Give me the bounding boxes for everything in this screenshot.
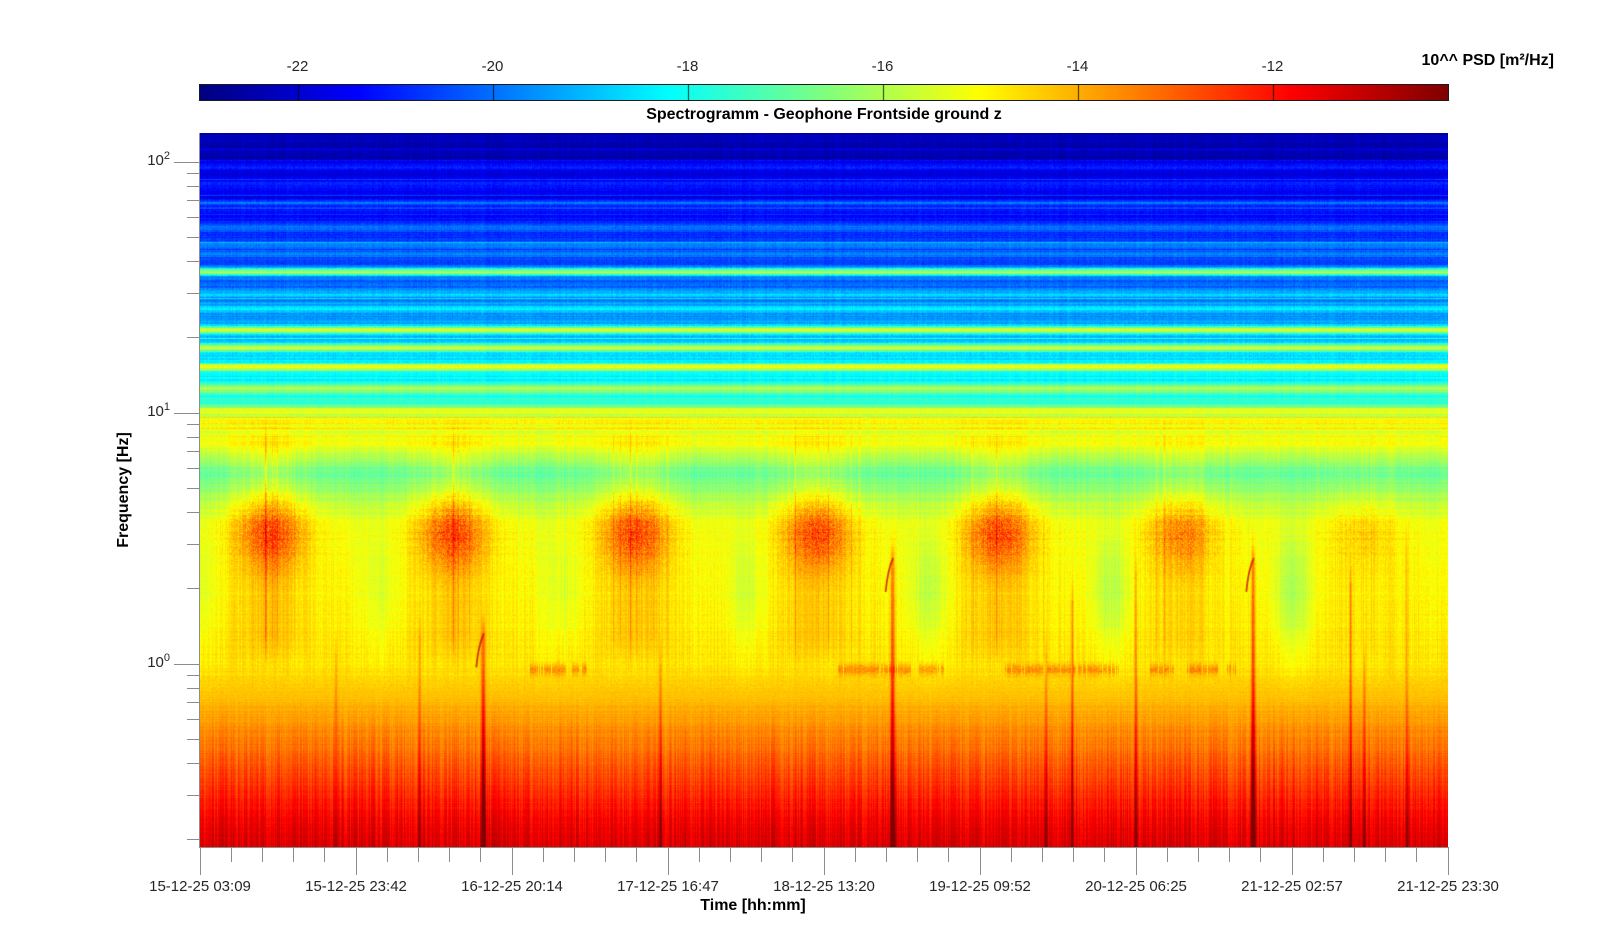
x-minor-tick (1104, 847, 1106, 862)
colorbar-tick-label: -20 (481, 58, 504, 75)
x-minor-tick (698, 847, 700, 862)
y-minor-tick (187, 512, 200, 514)
colorbar-tick-label: -14 (1066, 58, 1089, 75)
x-major-tick (355, 847, 357, 875)
x-minor-tick (1229, 847, 1231, 862)
x-minor-tick (636, 847, 638, 862)
x-tick-label: 19-12-25 09:52 (929, 878, 1031, 895)
x-minor-tick (854, 847, 856, 862)
x-major-tick (667, 847, 669, 875)
x-minor-tick (1197, 847, 1199, 862)
x-major-tick (199, 847, 201, 875)
y-major-tick (174, 161, 200, 163)
x-major-tick (979, 847, 981, 875)
y-minor-tick (187, 185, 200, 187)
y-minor-tick (187, 687, 200, 689)
x-tick-label: 17-12-25 16:47 (617, 878, 719, 895)
x-minor-tick (230, 847, 232, 862)
y-minor-tick (187, 739, 200, 741)
y-axis-line (199, 133, 200, 847)
x-tick-label: 20-12-25 06:25 (1085, 878, 1187, 895)
x-minor-tick (948, 847, 950, 862)
colorbar-tick-label: -22 (286, 58, 309, 75)
y-minor-tick (187, 488, 200, 490)
x-minor-tick (729, 847, 731, 862)
x-tick-label: 21-12-25 23:30 (1397, 878, 1499, 895)
x-minor-tick (1416, 847, 1418, 862)
colorbar-title: 10^^ PSD [m²/Hz] (1421, 52, 1554, 69)
y-tick-label: 102 (147, 150, 170, 169)
x-tick-label: 15-12-25 03:09 (149, 878, 251, 895)
x-minor-tick (917, 847, 919, 862)
y-minor-tick (187, 587, 200, 589)
x-minor-tick (417, 847, 419, 862)
y-minor-tick (187, 261, 200, 263)
x-minor-tick (386, 847, 388, 862)
x-major-tick (1291, 847, 1293, 875)
x-tick-label: 15-12-25 23:42 (305, 878, 407, 895)
y-minor-tick (187, 436, 200, 438)
x-minor-tick (1041, 847, 1043, 862)
y-minor-tick (187, 217, 200, 219)
x-minor-tick (1010, 847, 1012, 862)
y-minor-tick (187, 674, 200, 676)
x-minor-tick (1166, 847, 1168, 862)
y-tick-label: 100 (147, 652, 170, 671)
y-minor-tick (187, 172, 200, 174)
x-minor-tick (885, 847, 887, 862)
x-minor-tick (324, 847, 326, 862)
x-minor-tick (1385, 847, 1387, 862)
y-minor-tick (187, 543, 200, 545)
x-minor-tick (1322, 847, 1324, 862)
y-minor-tick (187, 719, 200, 721)
colorbar-tick-label: -12 (1261, 58, 1284, 75)
y-minor-tick (187, 451, 200, 453)
x-minor-tick (605, 847, 607, 862)
x-minor-tick (792, 847, 794, 862)
y-minor-tick (187, 763, 200, 765)
y-minor-tick (187, 838, 200, 840)
y-minor-tick (187, 200, 200, 202)
spectrogram-heatmap (200, 133, 1448, 847)
x-major-tick (1135, 847, 1137, 875)
colorbar (199, 84, 1449, 101)
chart-title: Spectrogramm - Geophone Frontside ground… (646, 106, 1002, 123)
y-minor-tick (187, 336, 200, 338)
y-minor-tick (187, 423, 200, 425)
x-minor-tick (480, 847, 482, 862)
y-major-tick (174, 412, 200, 414)
y-minor-tick (187, 794, 200, 796)
y-tick-label: 101 (147, 401, 170, 420)
x-minor-tick (761, 847, 763, 862)
x-minor-tick (293, 847, 295, 862)
colorbar-tick-label: -16 (871, 58, 894, 75)
x-major-tick (511, 847, 513, 875)
y-minor-tick (187, 292, 200, 294)
x-minor-tick (449, 847, 451, 862)
x-tick-label: 16-12-25 20:14 (461, 878, 563, 895)
x-minor-tick (542, 847, 544, 862)
y-tick-exponent: 1 (163, 401, 170, 413)
x-major-tick (1447, 847, 1449, 875)
y-tick-exponent: 0 (163, 652, 170, 664)
y-axis-label: Frequency [Hz] (115, 432, 132, 548)
y-tick-exponent: 2 (163, 150, 170, 162)
x-minor-tick (573, 847, 575, 862)
y-minor-tick (187, 468, 200, 470)
x-minor-tick (1073, 847, 1075, 862)
x-axis-label: Time [hh:mm] (700, 897, 806, 914)
x-major-tick (823, 847, 825, 875)
y-minor-tick (187, 237, 200, 239)
x-tick-label: 18-12-25 13:20 (773, 878, 875, 895)
y-major-tick (174, 663, 200, 665)
y-minor-tick (187, 702, 200, 704)
x-tick-label: 21-12-25 02:57 (1241, 878, 1343, 895)
colorbar-tick-label: -18 (676, 58, 699, 75)
x-minor-tick (1353, 847, 1355, 862)
x-minor-tick (1260, 847, 1262, 862)
x-minor-tick (261, 847, 263, 862)
